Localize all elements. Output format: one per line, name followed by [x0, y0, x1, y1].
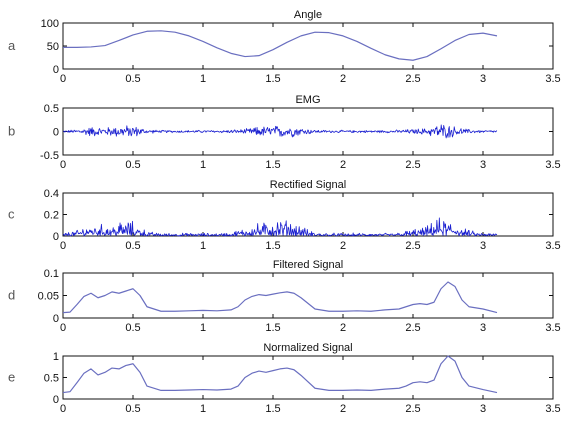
y-tick-label: 0.4: [44, 188, 59, 200]
panel-label: b: [8, 124, 15, 139]
subplot-title: Rectified Signal: [270, 179, 346, 191]
y-tick-label: -0.5: [40, 150, 59, 162]
series-line: [62, 217, 498, 237]
x-tick-label: 2: [340, 322, 346, 334]
series-line: [62, 355, 498, 394]
plot-frame: [62, 192, 554, 237]
x-tick-label: 3.5: [545, 403, 560, 415]
x-tick-label: 3.5: [545, 322, 560, 334]
y-tick-label: 100: [41, 18, 59, 30]
x-tick-label: 2.5: [405, 73, 420, 85]
x-tick-label: 1.5: [265, 322, 280, 334]
x-tick-label: 0: [60, 403, 66, 415]
subplot-d: d Filtered Signal 0 0.5 1 1.5 2 2.5 3 3.5 0 0.05 0.1: [8, 259, 561, 334]
y-tick-label: 0.5: [44, 103, 59, 115]
y-tick-label: 0: [53, 231, 59, 243]
x-tick-label: 1.5: [265, 73, 280, 85]
x-tick-label: 0: [60, 322, 66, 334]
x-tick-label: 2: [340, 240, 346, 252]
x-tick-label: 1.5: [265, 159, 280, 171]
x-tick-label: 3.5: [545, 159, 560, 171]
subplot-title: Filtered Signal: [273, 259, 343, 271]
x-tick-label: 3.5: [545, 240, 560, 252]
x-tick-label: 3: [480, 73, 486, 85]
x-tick-label: 0: [60, 240, 66, 252]
y-tick-label: 0.1: [44, 268, 59, 280]
x-tick-label: 1: [200, 159, 206, 171]
panel-label: d: [8, 288, 15, 303]
x-tick-label: 1.5: [265, 240, 280, 252]
x-tick-label: 2: [340, 403, 346, 415]
series-line: [62, 124, 498, 139]
subplot-e: e Normalized Signal 0 0.5 1 1.5 2 2.5 3 3.5 0 0.5 1: [8, 342, 561, 415]
x-tick-label: 2.5: [405, 322, 420, 334]
panel-label: a: [8, 38, 16, 53]
x-tick-label: 2.5: [405, 240, 420, 252]
y-tick-label: 1: [53, 351, 59, 363]
x-tick-label: 3: [480, 240, 486, 252]
x-tick-label: 0: [60, 73, 66, 85]
series-line: [62, 281, 498, 314]
y-tick-label: 0: [53, 313, 59, 325]
x-tick-label: 1: [200, 403, 206, 415]
y-tick-label: 0.2: [44, 210, 59, 222]
subplot-a: a Angle 0 0.5 1 1.5 2 2.5 3 3.5 0 50 100: [8, 9, 561, 85]
plot-frame: [62, 355, 554, 400]
panel-label: e: [8, 370, 15, 385]
x-tick-label: 3: [480, 159, 486, 171]
x-tick-label: 0.5: [125, 240, 140, 252]
x-tick-label: 2: [340, 159, 346, 171]
x-tick-label: 0.5: [125, 403, 140, 415]
x-tick-label: 3.5: [545, 73, 560, 85]
y-tick-label: 0.5: [44, 373, 59, 385]
subplot-title: EMG: [295, 94, 320, 106]
x-tick-label: 0.5: [125, 159, 140, 171]
plot-frame: [62, 22, 554, 70]
x-tick-label: 1.5: [265, 403, 280, 415]
series-line: [63, 30, 498, 61]
x-tick-label: 2: [340, 73, 346, 85]
x-tick-label: 2.5: [405, 403, 420, 415]
y-tick-label: 0: [53, 127, 59, 139]
subplot-title: Normalized Signal: [263, 342, 352, 354]
x-tick-label: 0.5: [125, 322, 140, 334]
x-tick-label: 2.5: [405, 159, 420, 171]
plot-frame: [62, 272, 554, 319]
x-tick-label: 0.5: [125, 73, 140, 85]
y-tick-label: 0.05: [38, 291, 59, 303]
y-tick-label: 50: [47, 41, 59, 53]
x-tick-label: 1: [200, 240, 206, 252]
x-tick-label: 0: [60, 159, 66, 171]
y-tick-label: 0: [53, 394, 59, 406]
x-tick-label: 1: [200, 322, 206, 334]
subplot-c: c Rectified Signal 0 0.5 1 1.5 2 2.5 3 3.5 0 0.2 0.4: [8, 179, 561, 252]
x-tick-label: 3: [480, 322, 486, 334]
subplot-title: Angle: [294, 9, 322, 21]
x-tick-label: 3: [480, 403, 486, 415]
panel-label: c: [8, 207, 15, 222]
y-tick-label: 0: [53, 64, 59, 76]
x-tick-label: 1: [200, 73, 206, 85]
